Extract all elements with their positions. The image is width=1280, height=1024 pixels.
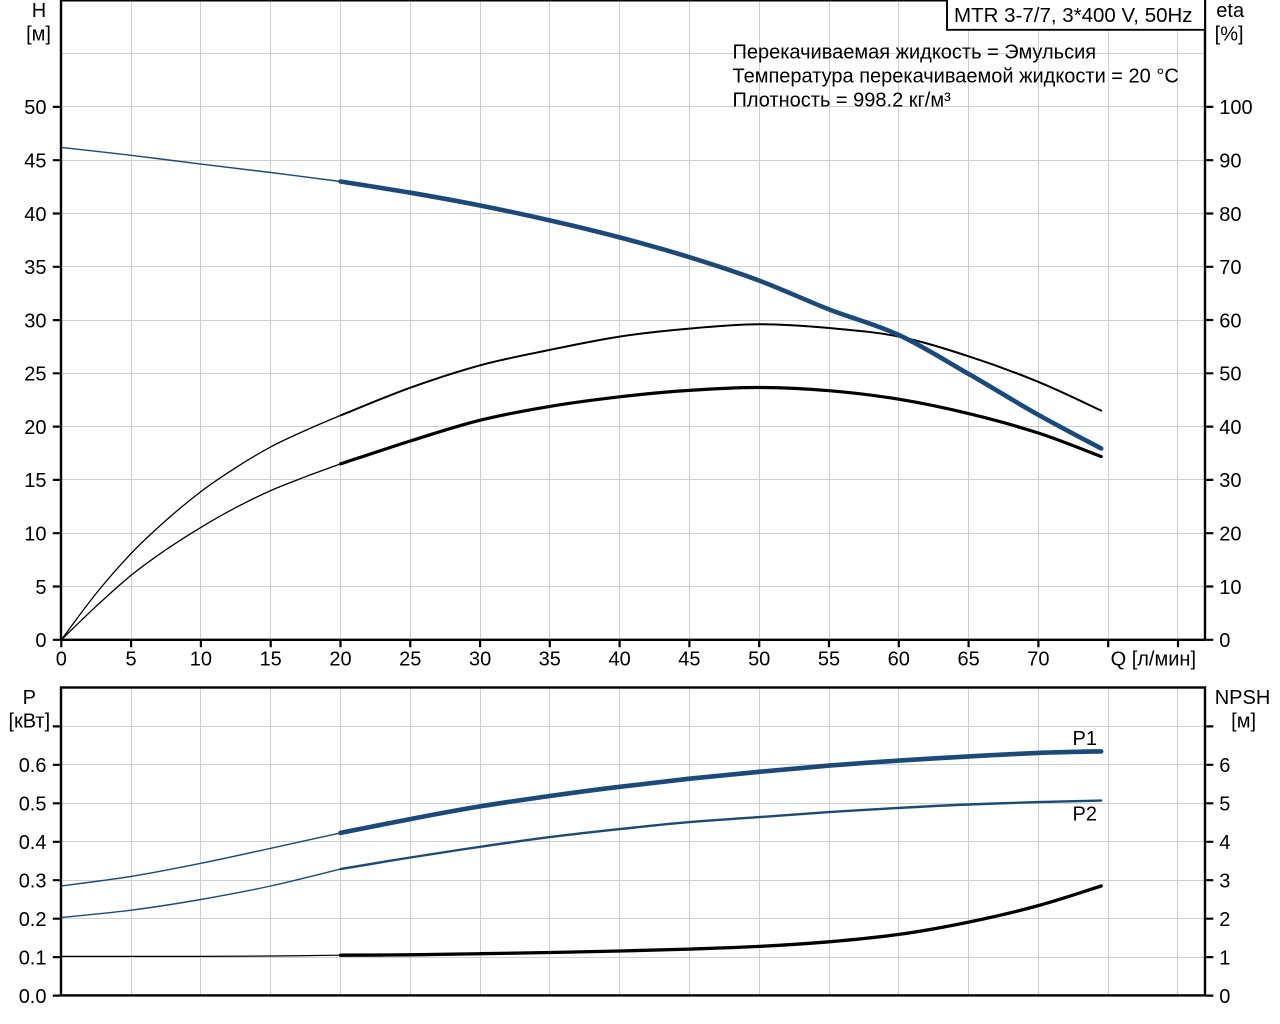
svg-text:H: H <box>32 0 46 22</box>
svg-text:0.6: 0.6 <box>19 755 47 777</box>
svg-text:70: 70 <box>1219 257 1241 279</box>
svg-text:60: 60 <box>1219 310 1241 332</box>
svg-text:2: 2 <box>1219 909 1230 931</box>
svg-text:0: 0 <box>1219 630 1230 652</box>
svg-text:35: 35 <box>24 257 46 279</box>
svg-text:Q [л/мин]: Q [л/мин] <box>1111 649 1196 671</box>
svg-text:6: 6 <box>1219 755 1230 777</box>
svg-text:3: 3 <box>1219 871 1230 893</box>
svg-text:0.0: 0.0 <box>19 986 47 1008</box>
svg-text:0.1: 0.1 <box>19 947 47 969</box>
svg-text:5: 5 <box>1219 794 1230 816</box>
svg-text:[м]: [м] <box>1231 710 1256 732</box>
svg-text:40: 40 <box>608 649 630 671</box>
svg-text:45: 45 <box>678 649 700 671</box>
svg-text:0: 0 <box>1219 986 1230 1008</box>
svg-text:NPSH: NPSH <box>1215 687 1271 709</box>
svg-text:25: 25 <box>399 649 421 671</box>
svg-text:50: 50 <box>24 97 46 119</box>
svg-text:30: 30 <box>469 649 491 671</box>
svg-text:45: 45 <box>24 151 46 173</box>
svg-text:0.5: 0.5 <box>19 794 47 816</box>
svg-text:Температура перекачиваемой жид: Температура перекачиваемой жидкости = 20… <box>733 65 1179 87</box>
svg-text:20: 20 <box>24 417 46 439</box>
svg-text:40: 40 <box>1219 417 1241 439</box>
svg-text:10: 10 <box>1219 577 1241 599</box>
svg-text:15: 15 <box>24 470 46 492</box>
svg-text:Перекачиваемая жидкость = Эмул: Перекачиваемая жидкость = Эмульсия <box>733 41 1097 63</box>
svg-text:0.2: 0.2 <box>19 909 47 931</box>
svg-text:10: 10 <box>190 649 212 671</box>
svg-text:30: 30 <box>1219 470 1241 492</box>
svg-text:20: 20 <box>329 649 351 671</box>
svg-text:90: 90 <box>1219 151 1241 173</box>
svg-text:50: 50 <box>1219 364 1241 386</box>
svg-text:80: 80 <box>1219 204 1241 226</box>
svg-text:P1: P1 <box>1073 728 1097 750</box>
svg-text:5: 5 <box>35 577 46 599</box>
svg-text:5: 5 <box>126 649 137 671</box>
svg-text:30: 30 <box>24 310 46 332</box>
svg-text:0.4: 0.4 <box>19 832 47 854</box>
svg-text:0.3: 0.3 <box>19 871 47 893</box>
svg-text:P: P <box>23 687 36 709</box>
svg-text:0: 0 <box>35 630 46 652</box>
svg-text:55: 55 <box>818 649 840 671</box>
svg-text:0: 0 <box>56 649 67 671</box>
svg-text:[кВт]: [кВт] <box>8 710 50 732</box>
svg-text:40: 40 <box>24 204 46 226</box>
svg-text:70: 70 <box>1027 649 1049 671</box>
svg-text:P2: P2 <box>1073 804 1097 826</box>
svg-text:10: 10 <box>24 524 46 546</box>
svg-text:100: 100 <box>1219 97 1252 119</box>
svg-text:65: 65 <box>957 649 979 671</box>
svg-text:60: 60 <box>888 649 910 671</box>
svg-text:20: 20 <box>1219 524 1241 546</box>
svg-text:[м]: [м] <box>26 23 51 45</box>
svg-text:MTR 3-7/7, 3*400 V, 50Hz: MTR 3-7/7, 3*400 V, 50Hz <box>954 4 1193 27</box>
svg-text:15: 15 <box>260 649 282 671</box>
svg-text:Плотность = 998.2 кг/м³: Плотность = 998.2 кг/м³ <box>733 89 952 111</box>
svg-text:50: 50 <box>748 649 770 671</box>
svg-text:[%]: [%] <box>1215 23 1244 45</box>
svg-text:4: 4 <box>1219 832 1230 854</box>
svg-text:eta: eta <box>1216 0 1245 22</box>
svg-text:1: 1 <box>1219 947 1230 969</box>
svg-text:25: 25 <box>24 364 46 386</box>
svg-text:35: 35 <box>539 649 561 671</box>
